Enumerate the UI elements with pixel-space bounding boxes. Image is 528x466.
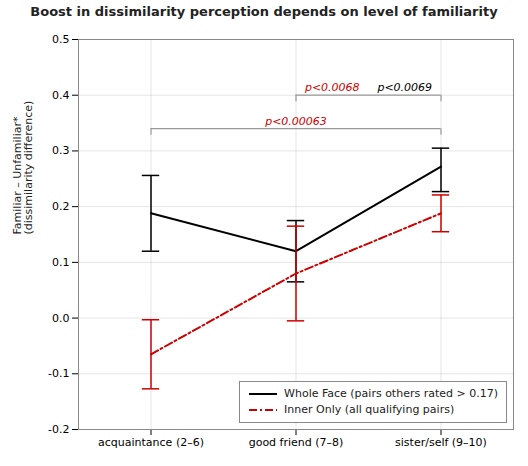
html-text:Inner Only (all qualifying pai: Inner Only (all qualifying pairs) — [284, 403, 455, 416]
svg-text:good friend (7–8): good friend (7–8) — [249, 436, 344, 449]
svg-text:0.4: 0.4 — [52, 89, 70, 102]
svg-text:0.1: 0.1 — [52, 256, 70, 269]
svg-text:0.2: 0.2 — [52, 200, 70, 213]
svg-text:0.5: 0.5 — [52, 33, 70, 46]
svg-text:p<0.0069: p<0.0069 — [376, 81, 432, 94]
svg-text:0.3: 0.3 — [52, 144, 70, 157]
html-text:Whole Face (pairs others rated: Whole Face (pairs others rated > 0.17) — [284, 387, 498, 400]
svg-text:p<0.0068: p<0.0068 — [304, 81, 360, 94]
svg-text:-0.2: -0.2 — [48, 423, 69, 436]
html-text:Boost in dissimilarity percept: Boost in dissimilarity perception depend… — [30, 4, 498, 19]
svg-text:sister/self (9–10): sister/self (9–10) — [395, 436, 487, 449]
svg-text:0.0: 0.0 — [52, 312, 70, 325]
svg-text:p<0.00063: p<0.00063 — [264, 115, 327, 128]
svg-text:Familiar – Unfamiliar*(dissimi: Familiar – Unfamiliar*(dissimilarity dif… — [11, 101, 35, 235]
svg-text:-0.1: -0.1 — [48, 367, 69, 380]
svg-text:acquaintance (2–6): acquaintance (2–6) — [98, 436, 204, 449]
